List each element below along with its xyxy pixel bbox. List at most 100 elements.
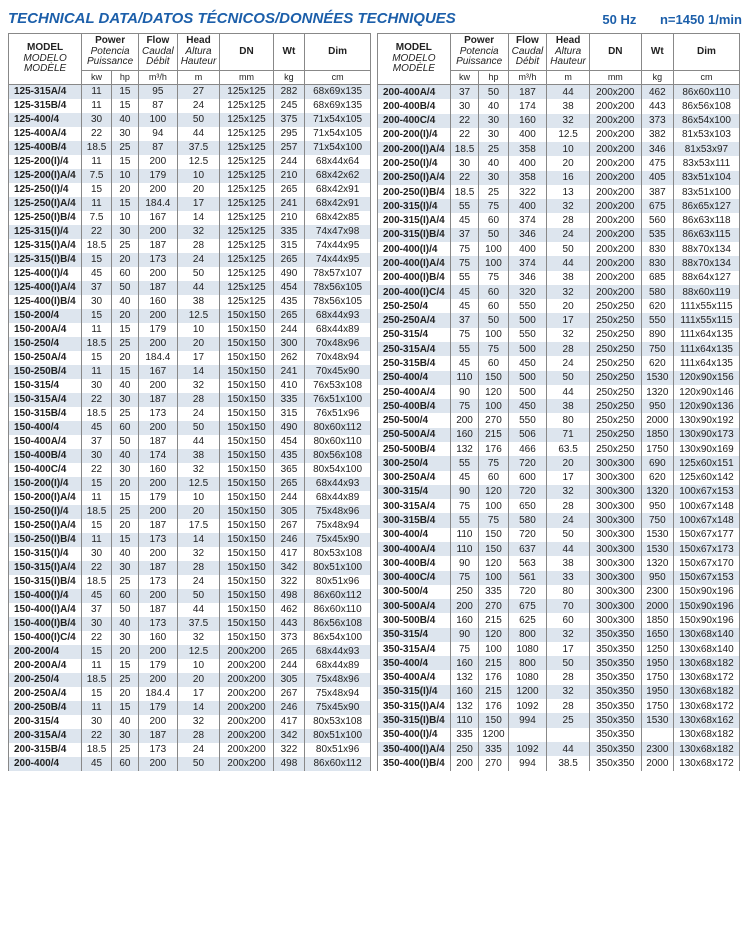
cell-flow: 450: [508, 399, 547, 413]
cell-hp: 60: [111, 421, 138, 435]
col-dim: Dim: [305, 34, 371, 71]
cell-flow: 358: [508, 142, 547, 156]
cell-wt: 382: [641, 128, 673, 142]
col-head: HeadAlturaHauteur: [547, 34, 590, 71]
cell-dn: 250x250: [589, 413, 641, 427]
cell-hp: 40: [111, 113, 138, 127]
cell-model: 250-400B/4: [378, 399, 451, 413]
cell-kw: 18.5: [450, 185, 479, 199]
cell-flow: 400: [508, 156, 547, 170]
cell-head: 38: [547, 399, 590, 413]
table-row: 125-400/4304010050125x12537571x54x105: [9, 113, 371, 127]
table-row: 200-400(I)C/4456032032200x20058088x60x11…: [378, 285, 740, 299]
table-row: 125-315(I)/4223020032125x12533574x47x98: [9, 225, 371, 239]
cell-wt: 675: [641, 199, 673, 213]
cell-model: 200-315(I)B/4: [378, 228, 451, 242]
cell-wt: 950: [641, 499, 673, 513]
cell-hp: 40: [111, 715, 138, 729]
cell-model: 250-400A/4: [378, 385, 451, 399]
cell-hp: 20: [111, 519, 138, 533]
cell-wt: 950: [641, 399, 673, 413]
cell-kw: 18.5: [82, 239, 112, 253]
cell-dim: 120x90x136: [673, 399, 739, 413]
table-row: 150-400A/4375018744150x15045480x60x110: [9, 435, 371, 449]
cell-dim: 75x48x94: [305, 519, 371, 533]
cell-model: 150-400(I)C/4: [9, 631, 82, 645]
cell-hp: 25: [111, 743, 138, 757]
cell-dim: 83x51x104: [673, 171, 739, 185]
cell-kw: 55: [450, 342, 479, 356]
table-row: 350-400(I)B/420027099438.5350x3502000130…: [378, 756, 740, 771]
cell-kw: 335: [450, 728, 479, 742]
cell-dim: 78x57x107: [305, 267, 371, 281]
cell-wt: 454: [273, 281, 304, 295]
cell-kw: 18.5: [82, 407, 112, 421]
cell-dn: 125x125: [220, 197, 273, 211]
cell-dim: 86x60x110: [673, 84, 739, 99]
cell-hp: 60: [479, 299, 508, 313]
table-row: 200-315/4304020032200x20041780x53x108: [9, 715, 371, 729]
cell-flow: 400: [508, 242, 547, 256]
cell-flow: 200: [139, 757, 178, 771]
cell-flow: 346: [508, 271, 547, 285]
cell-dim: 125x60x142: [673, 471, 739, 485]
cell-dim: 120x90x156: [673, 371, 739, 385]
table-row: 200-315B/418.52517324200x20032280x51x96: [9, 743, 371, 757]
unit-hp: hp: [111, 70, 138, 84]
cell-wt: 475: [641, 156, 673, 170]
cell-head: 50: [547, 656, 590, 670]
cell-wt: 443: [641, 99, 673, 113]
cell-hp: 150: [479, 542, 508, 556]
cell-dn: 200x200: [589, 285, 641, 299]
table-row: 125-315B/411158724125x12524568x69x135: [9, 99, 371, 113]
table-row: 350-315(I)A/4132176109228350x3501750130x…: [378, 699, 740, 713]
cell-dim: 68x44x89: [305, 659, 371, 673]
cell-dim: 68x44x64: [305, 155, 371, 169]
cell-wt: 342: [273, 561, 304, 575]
cell-kw: 75: [450, 242, 479, 256]
cell-kw: 37: [82, 281, 112, 295]
cell-dim: 68x44x93: [305, 477, 371, 491]
cell-model: 350-315(I)A/4: [378, 699, 451, 713]
cell-dn: 250x250: [589, 299, 641, 313]
cell-flow: 200: [139, 715, 178, 729]
cell-head: 14: [177, 211, 220, 225]
cell-dim: 130x68x172: [673, 756, 739, 771]
freq-label: 50 Hz: [602, 12, 636, 27]
cell-dim: 80x60x112: [305, 421, 371, 435]
cell-hp: 25: [479, 142, 508, 156]
cell-dim: 150x67x170: [673, 556, 739, 570]
cell-hp: 150: [479, 713, 508, 727]
cell-dn: 350x350: [589, 685, 641, 699]
cell-dn: 300x300: [589, 499, 641, 513]
cell-dim: 88x64x127: [673, 271, 739, 285]
cell-wt: 257: [273, 141, 304, 155]
cell-dn: 150x150: [220, 603, 273, 617]
cell-kw: 132: [450, 442, 479, 456]
table-row: 150-250(I)A/4152018717.5150x15026775x48x…: [9, 519, 371, 533]
cell-kw: 200: [450, 413, 479, 427]
cell-dn: 350x350: [589, 699, 641, 713]
cell-head: 20: [547, 156, 590, 170]
cell-hp: 150: [479, 371, 508, 385]
table-row: 350-400/416021580050350x3501950130x68x18…: [378, 656, 740, 670]
table-row: 300-500A/420027067570300x3002000150x90x1…: [378, 599, 740, 613]
cell-model: 150-400(I)A/4: [9, 603, 82, 617]
cell-dn: 300x300: [589, 485, 641, 499]
cell-hp: 60: [479, 285, 508, 299]
cell-kw: 15: [82, 687, 112, 701]
cell-kw: 18.5: [82, 337, 112, 351]
cell-hp: 100: [479, 642, 508, 656]
cell-hp: 25: [111, 575, 138, 589]
cell-head: 10: [547, 142, 590, 156]
cell-model: 200-315(I)/4: [378, 199, 451, 213]
cell-flow: 200: [139, 267, 178, 281]
cell-wt: 246: [273, 533, 304, 547]
cell-dn: 300x300: [589, 585, 641, 599]
cell-wt: 1650: [641, 628, 673, 642]
cell-wt: 322: [273, 575, 304, 589]
table-row: 125-315(I)A/418.52518728125x12531574x44x…: [9, 239, 371, 253]
cell-head: 20: [177, 337, 220, 351]
cell-dim: 86x63x118: [673, 213, 739, 227]
cell-hp: 30: [111, 631, 138, 645]
